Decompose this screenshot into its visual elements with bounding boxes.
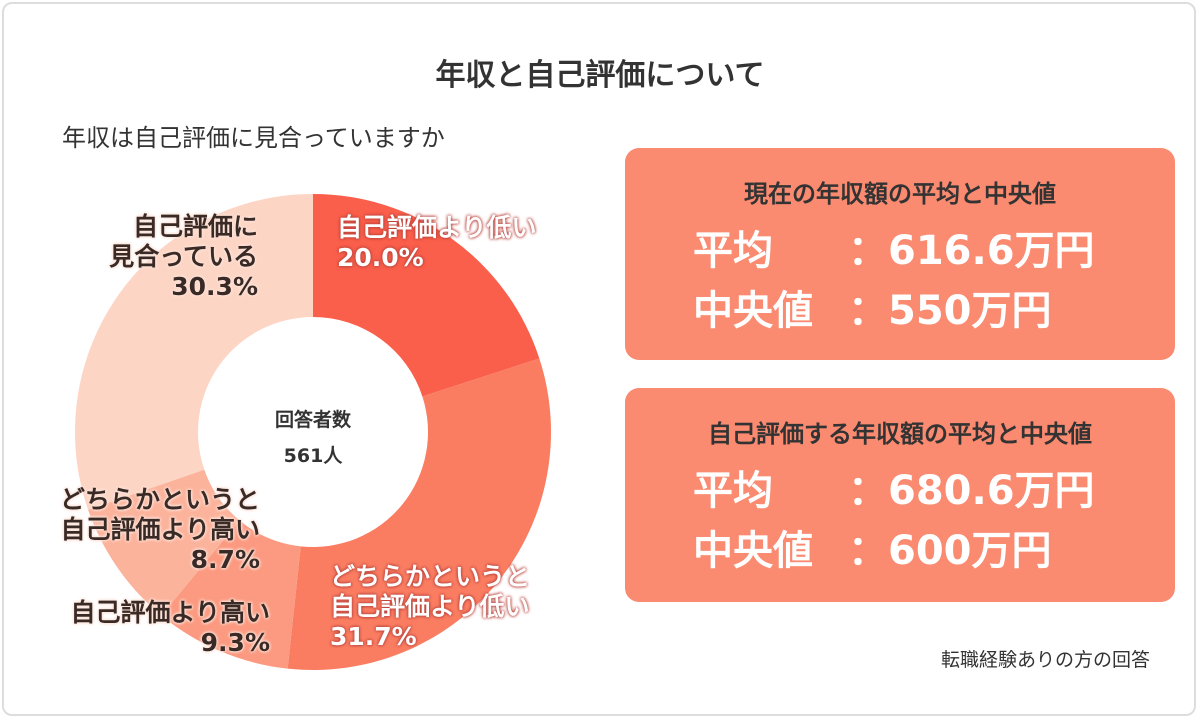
donut-slice-0 xyxy=(313,194,540,397)
slice-label-2: 自己評価より高い 9.3% xyxy=(30,598,270,658)
slice-label-value: 30.3% xyxy=(171,272,258,301)
slice-label-text: 自己評価より高い xyxy=(70,598,270,627)
box-heading: 現在の年収額の平均と中央値 xyxy=(744,180,1056,208)
slice-label-text: 自己評価より高い xyxy=(60,515,260,544)
slice-label-value: 8.7% xyxy=(190,545,260,574)
slice-label-0: 自己評価より低い 20.0% xyxy=(337,213,537,273)
median-row: 中央値 ：550万円 xyxy=(625,281,1175,341)
slice-label-text: 自己評価に xyxy=(132,212,258,241)
box-heading: 自己評価する年収額の平均と中央値 xyxy=(708,420,1092,448)
self-evaluated-income-box: 自己評価する年収額の平均と中央値 平均 ：680.6万円 中央値 ：600万円 xyxy=(625,388,1175,602)
center-label: 回答者数 561人 xyxy=(213,402,413,474)
donut-slice-1 xyxy=(287,358,551,670)
average-value: ：680.6万円 xyxy=(848,468,1095,514)
slice-label-value: 9.3% xyxy=(200,628,270,657)
slice-label-text: どちらかというと xyxy=(330,562,531,591)
donut-slice-3 xyxy=(88,469,240,616)
average-key: 平均 xyxy=(693,468,773,514)
slice-label-1: どちらかというと 自己評価より低い 31.7% xyxy=(330,562,530,652)
average-row: 平均 ：616.6万円 xyxy=(625,221,1175,281)
donut-slice-2 xyxy=(161,520,301,669)
slice-label-text: 自己評価より低い xyxy=(330,592,530,621)
median-value: ：550万円 xyxy=(848,288,1052,334)
footnote: 転職経験ありの方の回答 xyxy=(940,649,1150,671)
slice-label-value: 31.7% xyxy=(330,622,417,651)
average-key: 平均 xyxy=(693,228,773,274)
current-income-box: 現在の年収額の平均と中央値 平均 ：616.6万円 中央値 ：550万円 xyxy=(625,148,1175,360)
slice-label-text: 自己評価より低い xyxy=(337,213,537,242)
chart-question: 年収は自己評価に見合っていますか xyxy=(62,124,445,152)
median-value: ：600万円 xyxy=(848,528,1052,574)
average-value: ：616.6万円 xyxy=(848,228,1095,274)
median-row: 中央値 ：600万円 xyxy=(625,521,1175,581)
slice-label-text: どちらかというと xyxy=(59,485,260,514)
slice-label-4: 自己評価に 見合っている 30.3% xyxy=(40,212,258,302)
average-row: 平均 ：680.6万円 xyxy=(625,461,1175,521)
center-label-title: 回答者数 xyxy=(274,409,351,431)
median-key: 中央値 xyxy=(693,288,813,334)
center-label-count: 561人 xyxy=(283,445,343,467)
slice-label-value: 20.0% xyxy=(337,243,424,272)
page-title: 年収と自己評価について xyxy=(435,58,765,93)
donut-slice-4 xyxy=(74,194,313,510)
slice-label-3: どちらかというと 自己評価より高い 8.7% xyxy=(10,485,260,575)
slice-label-text: 見合っている xyxy=(109,242,258,271)
median-key: 中央値 xyxy=(693,528,813,574)
